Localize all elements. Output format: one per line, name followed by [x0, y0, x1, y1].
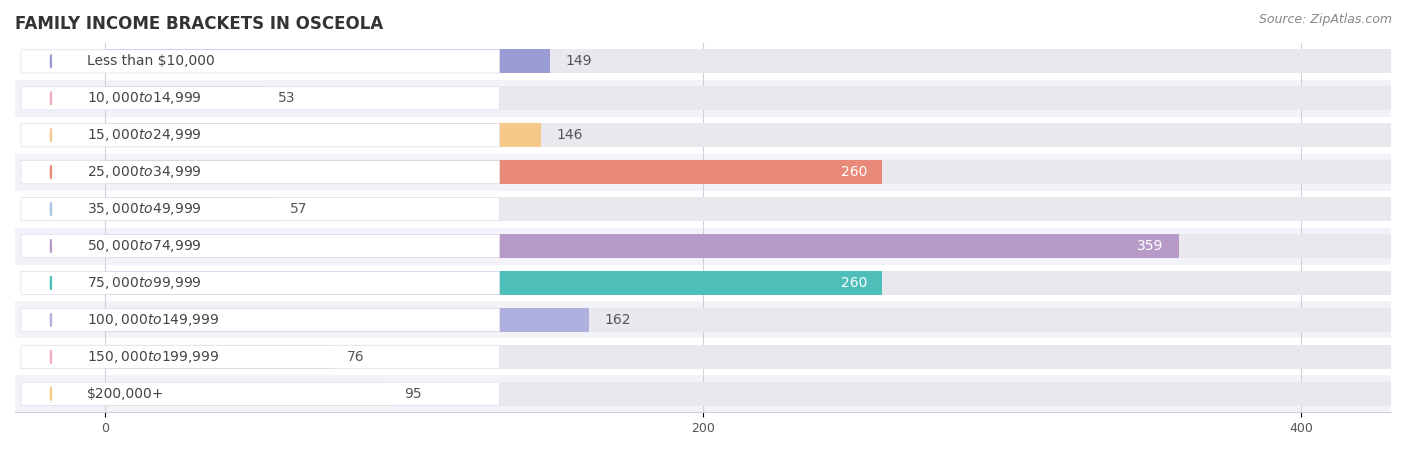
- Text: 146: 146: [557, 128, 583, 142]
- Bar: [104, 123, 541, 147]
- Text: $50,000 to $74,999: $50,000 to $74,999: [87, 238, 201, 254]
- Bar: [104, 123, 1391, 147]
- Bar: [104, 50, 550, 73]
- Bar: [104, 382, 389, 406]
- Bar: [15, 191, 1391, 228]
- Text: Source: ZipAtlas.com: Source: ZipAtlas.com: [1258, 14, 1392, 27]
- Bar: [104, 271, 1391, 295]
- Bar: [104, 86, 1391, 110]
- Bar: [104, 160, 883, 184]
- Bar: [15, 80, 1391, 117]
- FancyBboxPatch shape: [21, 308, 499, 332]
- Text: 162: 162: [605, 313, 631, 327]
- Bar: [15, 117, 1391, 154]
- Bar: [15, 265, 1391, 302]
- Text: FAMILY INCOME BRACKETS IN OSCEOLA: FAMILY INCOME BRACKETS IN OSCEOLA: [15, 15, 384, 33]
- Text: 95: 95: [404, 387, 422, 401]
- FancyBboxPatch shape: [21, 87, 499, 110]
- Text: $100,000 to $149,999: $100,000 to $149,999: [87, 312, 219, 328]
- FancyBboxPatch shape: [21, 198, 499, 221]
- Bar: [15, 154, 1391, 191]
- Text: $75,000 to $99,999: $75,000 to $99,999: [87, 275, 201, 291]
- Bar: [104, 382, 1391, 406]
- Text: $35,000 to $49,999: $35,000 to $49,999: [87, 201, 201, 217]
- FancyBboxPatch shape: [21, 345, 499, 369]
- Bar: [104, 271, 883, 295]
- Bar: [104, 50, 1391, 73]
- Text: $150,000 to $199,999: $150,000 to $199,999: [87, 349, 219, 365]
- Text: $200,000+: $200,000+: [87, 387, 165, 401]
- Text: $25,000 to $34,999: $25,000 to $34,999: [87, 164, 201, 180]
- Bar: [104, 308, 1391, 332]
- Bar: [15, 302, 1391, 338]
- Bar: [104, 197, 276, 221]
- Bar: [15, 375, 1391, 412]
- Text: 53: 53: [278, 91, 295, 105]
- Text: 76: 76: [347, 350, 364, 364]
- Text: 260: 260: [841, 165, 868, 179]
- Bar: [104, 234, 1178, 258]
- Text: $15,000 to $24,999: $15,000 to $24,999: [87, 127, 201, 143]
- Bar: [104, 86, 263, 110]
- Bar: [104, 345, 1391, 369]
- FancyBboxPatch shape: [21, 161, 499, 184]
- FancyBboxPatch shape: [21, 271, 499, 295]
- Text: 359: 359: [1137, 239, 1164, 253]
- Bar: [15, 338, 1391, 375]
- Text: $10,000 to $14,999: $10,000 to $14,999: [87, 90, 201, 106]
- Bar: [104, 234, 1391, 258]
- Bar: [15, 228, 1391, 265]
- Bar: [104, 160, 1391, 184]
- Bar: [104, 308, 589, 332]
- FancyBboxPatch shape: [21, 124, 499, 147]
- Bar: [104, 345, 332, 369]
- Bar: [15, 43, 1391, 80]
- Text: 57: 57: [290, 202, 308, 216]
- FancyBboxPatch shape: [21, 50, 499, 73]
- Text: Less than $10,000: Less than $10,000: [87, 54, 215, 68]
- FancyBboxPatch shape: [21, 382, 499, 405]
- Text: 149: 149: [565, 54, 592, 68]
- Bar: [104, 197, 1391, 221]
- FancyBboxPatch shape: [21, 234, 499, 258]
- Text: 260: 260: [841, 276, 868, 290]
